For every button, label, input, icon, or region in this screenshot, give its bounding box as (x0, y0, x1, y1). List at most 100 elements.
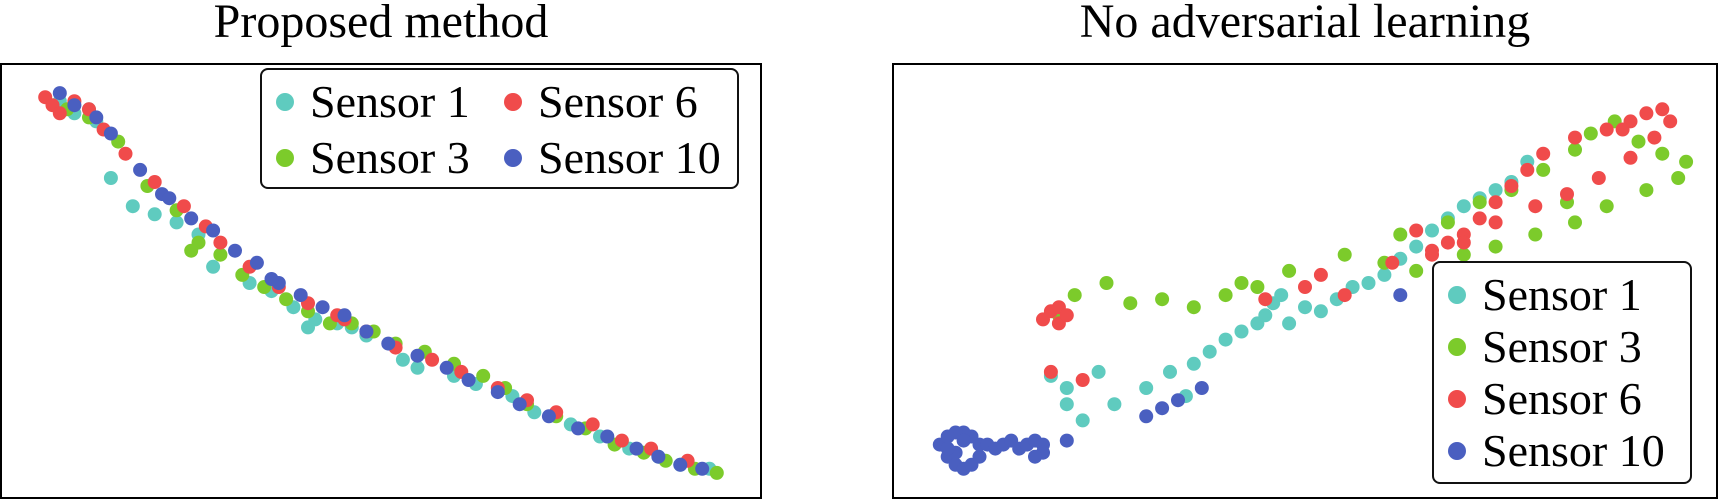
data-point (67, 98, 82, 113)
legend: Sensor 1 Sensor 6 Sensor 3 Sensor 10 (260, 68, 739, 189)
legend-label: Sensor 1 (1482, 269, 1642, 320)
data-point (512, 397, 527, 412)
data-point (1639, 106, 1654, 121)
data-point (315, 300, 330, 315)
data-point (1155, 292, 1170, 307)
data-point (1536, 162, 1551, 177)
chart-title: No adversarial learning (1079, 0, 1531, 48)
data-point (1298, 280, 1312, 294)
data-point (1313, 304, 1328, 319)
data-point (125, 199, 140, 214)
data-point (1298, 300, 1312, 315)
legend-label: Sensor 1 (310, 76, 470, 127)
data-point (169, 215, 184, 230)
data-point (1520, 162, 1535, 177)
data-point (228, 243, 242, 258)
data-point (1139, 409, 1154, 424)
data-point (1171, 393, 1185, 408)
series-sensor-10 (52, 86, 710, 476)
legend-item-sensor-1: Sensor 1 (276, 76, 470, 128)
data-point (1488, 215, 1503, 230)
data-point (1258, 308, 1273, 323)
data-point (425, 352, 440, 367)
legend-item-sensor-10: Sensor 10 (1448, 425, 1665, 477)
scatter-plot (932, 102, 1694, 476)
data-point (1163, 364, 1177, 379)
data-point (1218, 332, 1233, 347)
data-point (1528, 199, 1543, 214)
legend-marker (1448, 338, 1466, 356)
data-point (695, 461, 710, 476)
data-point (1313, 267, 1328, 282)
legend-item-sensor-6: Sensor 6 (504, 76, 698, 128)
data-point (1440, 235, 1455, 250)
data-point (1234, 324, 1249, 339)
data-point (1591, 171, 1606, 185)
data-point (213, 235, 228, 250)
data-point (103, 126, 118, 141)
data-point (1028, 449, 1042, 464)
data-point (1425, 247, 1439, 262)
legend-marker (1448, 390, 1466, 408)
data-point (1671, 171, 1686, 185)
legend-label: Sensor 3 (1482, 321, 1642, 372)
data-point (585, 417, 600, 432)
data-point (206, 259, 221, 274)
data-point (1409, 263, 1424, 278)
data-point (651, 449, 666, 464)
data-point (1202, 344, 1217, 359)
data-point (1456, 199, 1471, 214)
data-point (476, 368, 491, 383)
data-point (1456, 235, 1471, 250)
legend: Sensor 1 Sensor 3 Sensor 6 Sensor 10 (1432, 261, 1692, 484)
data-point (1472, 195, 1487, 210)
data-point (184, 243, 199, 258)
data-point (1282, 263, 1297, 278)
legend-marker (276, 149, 294, 167)
data-point (461, 373, 476, 387)
data-point (1377, 267, 1392, 282)
data-point (1123, 296, 1138, 311)
data-point (490, 385, 505, 400)
data-point (1194, 381, 1209, 395)
data-point (1337, 288, 1352, 303)
data-point (1186, 300, 1201, 315)
data-point (206, 223, 221, 238)
data-point (1059, 397, 1074, 412)
legend-item-sensor-6: Sensor 6 (1448, 373, 1642, 425)
data-point (1655, 146, 1670, 161)
data-point (1059, 433, 1074, 448)
data-point (1139, 381, 1154, 395)
data-point (184, 211, 199, 226)
data-point (359, 324, 374, 339)
data-point (1528, 227, 1543, 242)
legend-label: Sensor 10 (1482, 425, 1665, 476)
data-point (571, 421, 586, 436)
data-point (1075, 413, 1090, 428)
data-point (956, 433, 971, 448)
data-point (541, 409, 556, 424)
data-point (213, 247, 228, 262)
data-point (1282, 316, 1297, 331)
data-point (1218, 288, 1233, 303)
data-point (52, 106, 67, 121)
data-point (264, 272, 279, 286)
series-sensor-10 (932, 288, 1408, 476)
legend-marker (504, 149, 522, 167)
legend-marker (1448, 286, 1466, 304)
data-point (1250, 280, 1265, 294)
data-point (1472, 211, 1487, 226)
data-point (118, 146, 133, 161)
data-point (1583, 126, 1598, 141)
data-point (1456, 247, 1471, 262)
data-point (1385, 255, 1400, 270)
data-point (629, 441, 644, 456)
data-point (103, 171, 118, 185)
data-point (52, 86, 67, 101)
data-point (1067, 288, 1082, 303)
data-point (1647, 130, 1662, 145)
data-point (162, 191, 177, 206)
data-point (1631, 134, 1646, 149)
plot-area: Sensor 1 Sensor 6 Sensor 3 Sensor 10 (0, 63, 762, 499)
legend-label: Sensor 3 (310, 132, 470, 183)
